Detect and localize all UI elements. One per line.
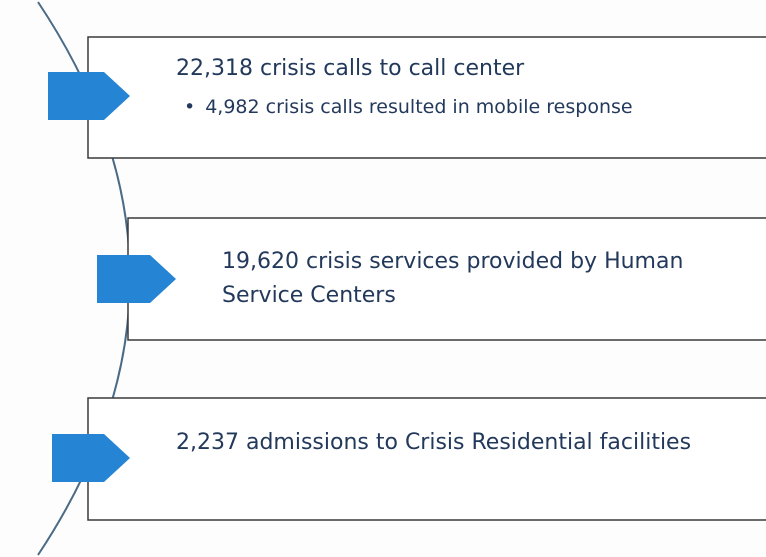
item-text: 19,620 crisis services provided by Human… [222, 245, 762, 313]
item-text: 22,318 crisis calls to call center 4,982 … [176, 52, 756, 122]
arrow [52, 434, 130, 482]
item-text: 2,237 admissions to Crisis Residential f… [176, 426, 696, 460]
item-label: 19,620 crisis services provided by Human… [222, 249, 684, 308]
item-label: 22,318 crisis calls to call center [176, 56, 525, 81]
item-label: 2,237 admissions to Crisis Residential f… [176, 430, 692, 455]
arrow [48, 72, 130, 120]
bullet: 4,982 crisis calls resulted in mobile re… [176, 92, 756, 122]
arrow [97, 255, 176, 303]
